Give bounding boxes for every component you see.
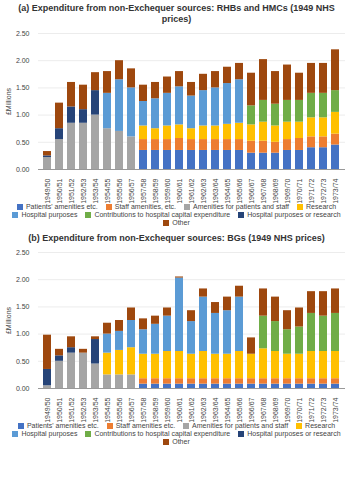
svg-text:1952/53: 1952/53 bbox=[80, 397, 87, 422]
svg-text:1968/69: 1968/69 bbox=[272, 397, 279, 422]
svg-text:1958/59: 1958/59 bbox=[152, 397, 159, 422]
svg-text:1960/61: 1960/61 bbox=[176, 178, 183, 203]
svg-text:1966/67: 1966/67 bbox=[248, 178, 255, 203]
svg-text:1970/71: 1970/71 bbox=[296, 178, 303, 203]
svg-text:1968/69: 1968/69 bbox=[272, 178, 279, 203]
svg-text:1949/50: 1949/50 bbox=[44, 397, 51, 422]
svg-text:1973/74: 1973/74 bbox=[332, 178, 339, 203]
svg-text:1951/52: 1951/52 bbox=[68, 178, 75, 203]
html-text:Amenities for patients and sta: Amenities for patients and staff bbox=[193, 203, 290, 210]
svg-text:1956/57: 1956/57 bbox=[128, 178, 135, 203]
html-text:Hospital purposes or research: Hospital purposes or research bbox=[247, 430, 341, 437]
html-text:Hospital purposes or research: Hospital purposes or research bbox=[247, 211, 341, 218]
svg-text:2.00: 2.00 bbox=[16, 276, 30, 283]
svg-text:1971/72: 1971/72 bbox=[308, 397, 315, 422]
html-text:Amenities for patients and sta: Amenities for patients and staff bbox=[192, 422, 289, 429]
svg-text:1972/73: 1972/73 bbox=[320, 178, 327, 203]
svg-text:1955/56: 1955/56 bbox=[116, 178, 123, 203]
html-text:Other: Other bbox=[172, 438, 190, 445]
svg-text:1957/58: 1957/58 bbox=[140, 178, 147, 203]
html-text:Staff amenities etc.: Staff amenities etc. bbox=[115, 422, 176, 429]
svg-text:1950/51: 1950/51 bbox=[56, 178, 63, 203]
svg-text:1967/68: 1967/68 bbox=[260, 178, 267, 203]
svg-text:1958/59: 1958/59 bbox=[152, 178, 159, 203]
svg-text:1.50: 1.50 bbox=[16, 303, 30, 310]
svg-text:1961/62: 1961/62 bbox=[188, 178, 195, 203]
svg-text:1965/66: 1965/66 bbox=[236, 397, 243, 422]
html-text:Patients' amenities etc.: Patients' amenities etc. bbox=[26, 203, 98, 210]
svg-text:1970/71: 1970/71 bbox=[296, 397, 303, 422]
svg-text:1971/72: 1971/72 bbox=[308, 178, 315, 203]
svg-text:1.00: 1.00 bbox=[16, 111, 30, 118]
svg-text:2.50: 2.50 bbox=[16, 30, 30, 37]
svg-text:1954/55: 1954/55 bbox=[104, 397, 111, 422]
svg-text:£Millions: £Millions bbox=[5, 87, 12, 115]
svg-text:2.00: 2.00 bbox=[16, 57, 30, 64]
svg-text:1963/64: 1963/64 bbox=[212, 178, 219, 203]
svg-text:1965/66: 1965/66 bbox=[236, 178, 243, 203]
html-text:(b) Expenditure from non-Exche: (b) Expenditure from non-Exchequer sourc… bbox=[28, 233, 325, 243]
svg-text:1963/64: 1963/64 bbox=[212, 397, 219, 422]
svg-text:1949/50: 1949/50 bbox=[44, 178, 51, 203]
svg-text:1950/51: 1950/51 bbox=[56, 397, 63, 422]
svg-text:1951/52: 1951/52 bbox=[68, 397, 75, 422]
svg-text:1957/58: 1957/58 bbox=[140, 397, 147, 422]
svg-text:1954/55: 1954/55 bbox=[104, 178, 111, 203]
html-text:Staff amenities, etc.: Staff amenities, etc. bbox=[114, 203, 177, 210]
svg-text:1969/70: 1969/70 bbox=[284, 397, 291, 422]
svg-text:1962/63: 1962/63 bbox=[200, 397, 207, 422]
svg-text:1961/62: 1961/62 bbox=[188, 397, 195, 422]
svg-text:2.50: 2.50 bbox=[16, 249, 30, 256]
html-text:Research: Research bbox=[305, 422, 336, 429]
svg-text:1952/53: 1952/53 bbox=[80, 178, 87, 203]
html-text:(a) Expenditure from non-Exche: (a) Expenditure from non-Exchequer sourc… bbox=[18, 3, 335, 24]
svg-text:1959/60: 1959/60 bbox=[164, 397, 171, 422]
svg-text:0.50: 0.50 bbox=[16, 139, 30, 146]
svg-text:0.00: 0.00 bbox=[16, 166, 30, 173]
svg-text:1967/68: 1967/68 bbox=[260, 397, 267, 422]
html-text:Patients' amenities etc.: Patients' amenities etc. bbox=[26, 422, 99, 429]
html-text:Contributions to hospital capi: Contributions to hospital capital expend… bbox=[94, 211, 231, 218]
svg-text:0.00: 0.00 bbox=[16, 385, 30, 392]
html-text:Contributions to hospital capi: Contributions to hospital capital expend… bbox=[94, 430, 231, 437]
svg-text:1969/70: 1969/70 bbox=[284, 178, 291, 203]
svg-text:1964/65: 1964/65 bbox=[224, 178, 231, 203]
svg-text:1953/54: 1953/54 bbox=[92, 178, 99, 203]
svg-text:1973/74: 1973/74 bbox=[332, 397, 339, 422]
svg-text:1.00: 1.00 bbox=[16, 330, 30, 337]
svg-text:£Millions: £Millions bbox=[5, 306, 12, 334]
svg-text:1966/67: 1966/67 bbox=[248, 397, 255, 422]
svg-text:1959/60: 1959/60 bbox=[164, 178, 171, 203]
svg-text:1953/54: 1953/54 bbox=[92, 397, 99, 422]
svg-text:1956/57: 1956/57 bbox=[128, 397, 135, 422]
html-text:Hospital purposes: Hospital purposes bbox=[21, 430, 78, 437]
svg-text:1.50: 1.50 bbox=[16, 84, 30, 91]
svg-text:1964/65: 1964/65 bbox=[224, 397, 231, 422]
svg-text:1955/56: 1955/56 bbox=[116, 397, 123, 422]
svg-text:0.50: 0.50 bbox=[16, 358, 30, 365]
svg-text:1960/61: 1960/61 bbox=[176, 397, 183, 422]
svg-text:1972/73: 1972/73 bbox=[320, 397, 327, 422]
html-text:Other: Other bbox=[172, 219, 190, 226]
svg-text:1962/63: 1962/63 bbox=[200, 178, 207, 203]
html-text:Research: Research bbox=[306, 203, 336, 210]
html-text:Hospital purposes: Hospital purposes bbox=[21, 211, 78, 218]
